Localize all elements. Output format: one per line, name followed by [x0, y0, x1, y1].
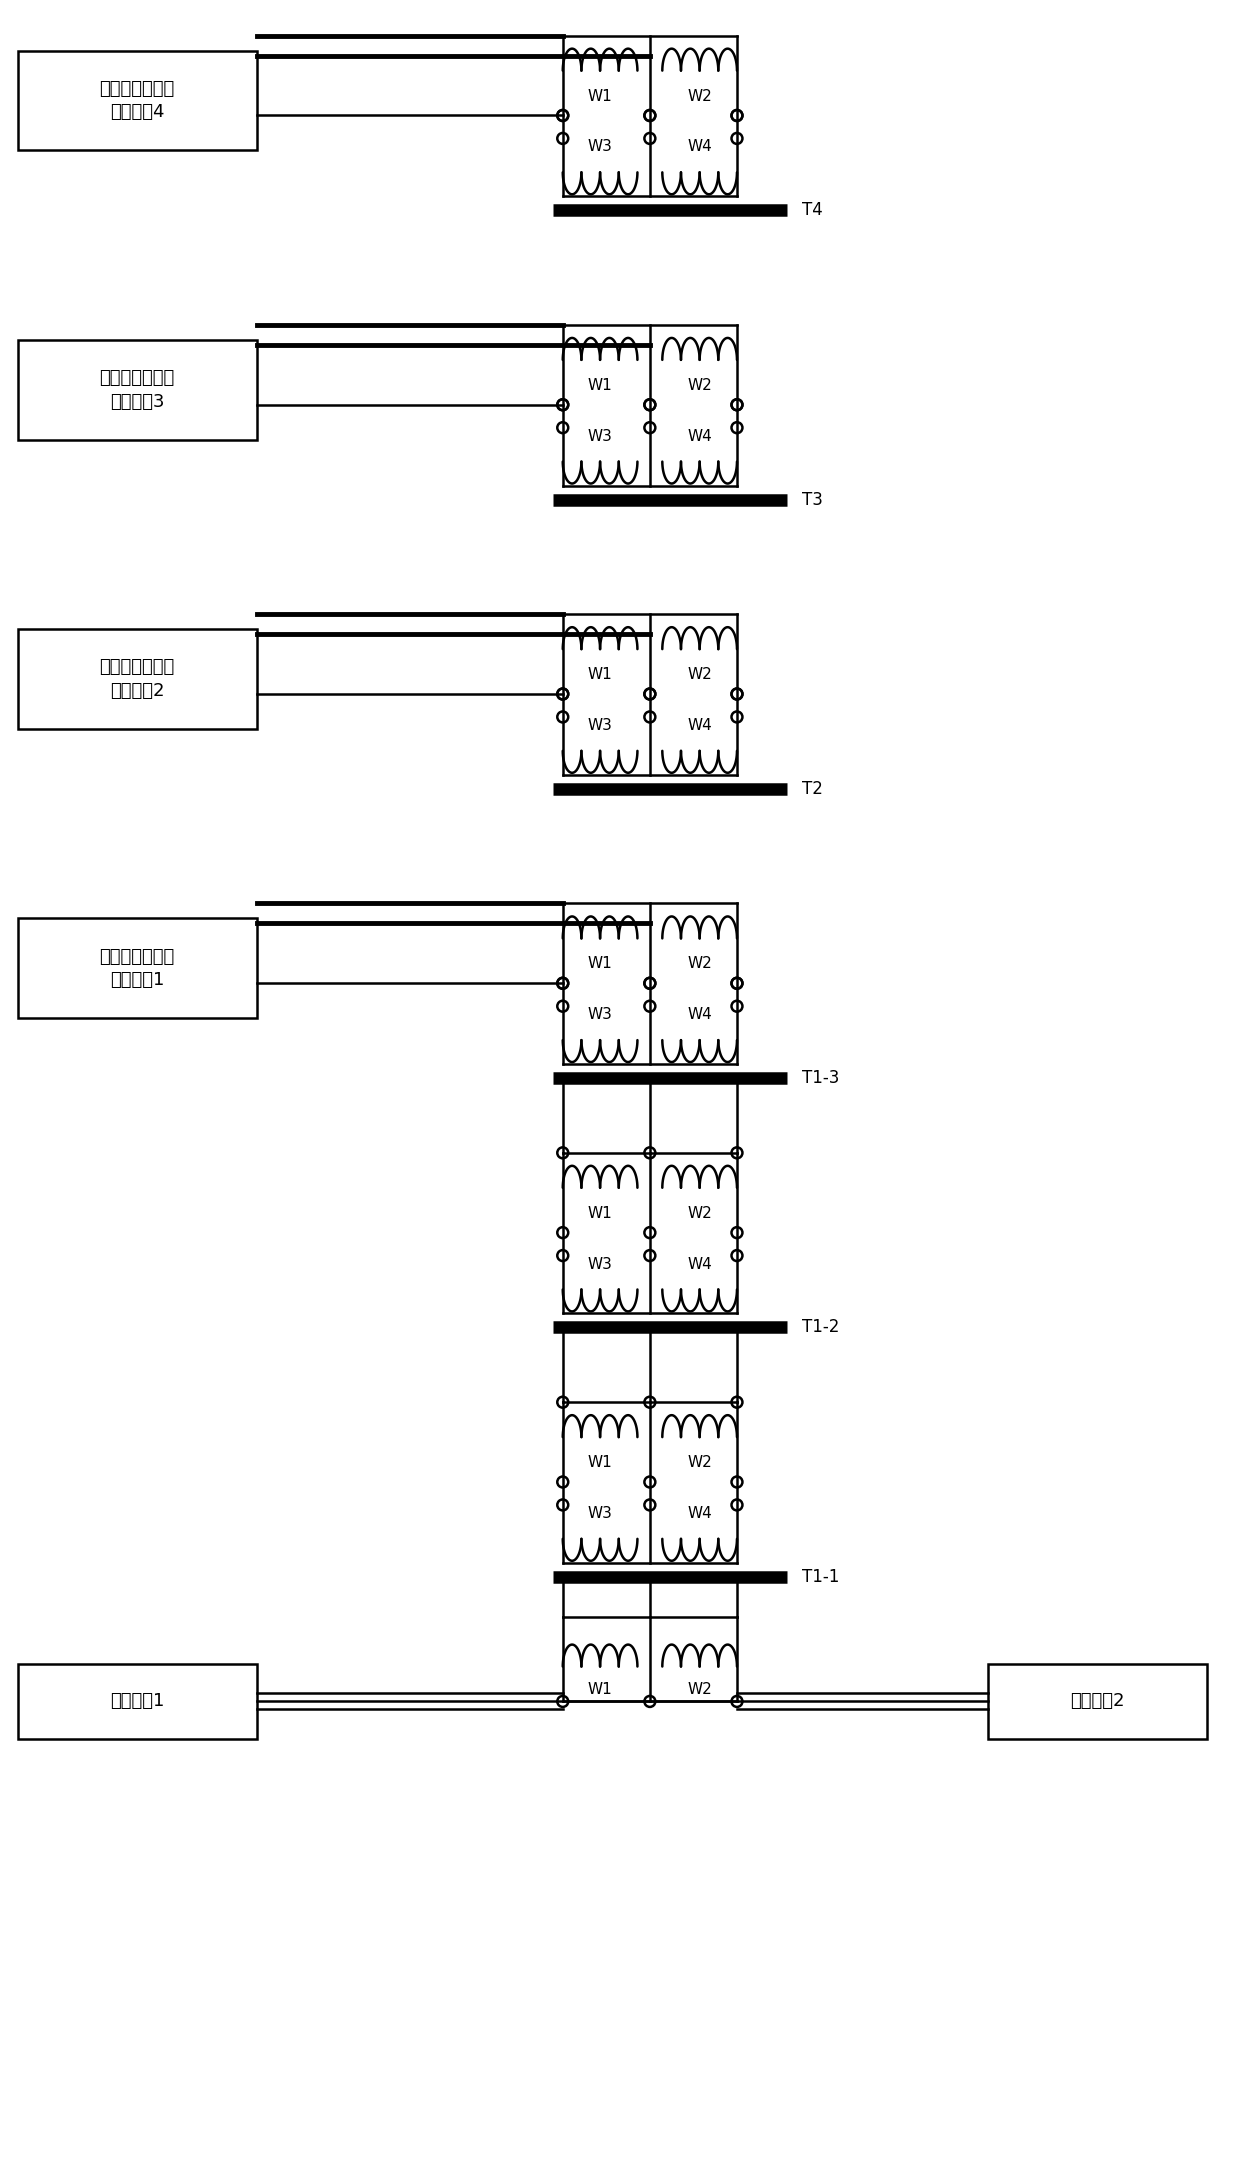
- Text: W4: W4: [687, 1505, 712, 1520]
- Text: 高压直流断路器
冗余电源2: 高压直流断路器 冗余电源2: [99, 658, 175, 699]
- Text: W2: W2: [687, 666, 712, 682]
- Text: T3: T3: [802, 490, 822, 507]
- Text: T1-3: T1-3: [802, 1069, 839, 1087]
- Text: W2: W2: [687, 1455, 712, 1470]
- Text: W2: W2: [687, 1207, 712, 1220]
- FancyBboxPatch shape: [17, 919, 257, 1017]
- Text: 高压直流断路器
冗余电源3: 高压直流断路器 冗余电源3: [99, 368, 175, 412]
- Text: T1-2: T1-2: [802, 1318, 839, 1337]
- Text: W2: W2: [687, 377, 712, 392]
- Text: W3: W3: [588, 139, 613, 155]
- Text: W2: W2: [687, 1681, 712, 1697]
- Text: W1: W1: [588, 666, 613, 682]
- Text: W4: W4: [687, 429, 712, 444]
- Text: W3: W3: [588, 1006, 613, 1021]
- Text: 高压直流断路器
冗余电源4: 高压直流断路器 冗余电源4: [99, 81, 175, 122]
- Text: T4: T4: [802, 200, 822, 220]
- Text: W4: W4: [687, 139, 712, 155]
- FancyBboxPatch shape: [17, 629, 257, 730]
- Text: W1: W1: [588, 956, 613, 971]
- FancyBboxPatch shape: [17, 50, 257, 150]
- Text: W4: W4: [687, 1257, 712, 1272]
- Text: W1: W1: [588, 377, 613, 392]
- Text: W3: W3: [588, 719, 613, 734]
- Text: W1: W1: [588, 1207, 613, 1220]
- FancyBboxPatch shape: [17, 340, 257, 440]
- Text: W3: W3: [588, 429, 613, 444]
- Text: T1-1: T1-1: [802, 1568, 839, 1586]
- Text: W4: W4: [687, 1006, 712, 1021]
- FancyBboxPatch shape: [17, 1664, 257, 1738]
- Text: W2: W2: [687, 89, 712, 105]
- Text: W3: W3: [588, 1505, 613, 1520]
- Text: W3: W3: [588, 1257, 613, 1272]
- Text: W2: W2: [687, 956, 712, 971]
- Text: W1: W1: [588, 1455, 613, 1470]
- Text: 供能电源2: 供能电源2: [1070, 1692, 1125, 1710]
- Text: 高压直流断路器
冗余电源1: 高压直流断路器 冗余电源1: [99, 947, 175, 989]
- Text: T2: T2: [802, 780, 822, 797]
- Text: W4: W4: [687, 719, 712, 734]
- Text: W1: W1: [588, 89, 613, 105]
- Text: 供能电源1: 供能电源1: [110, 1692, 165, 1710]
- FancyBboxPatch shape: [988, 1664, 1208, 1738]
- Text: W1: W1: [588, 1681, 613, 1697]
